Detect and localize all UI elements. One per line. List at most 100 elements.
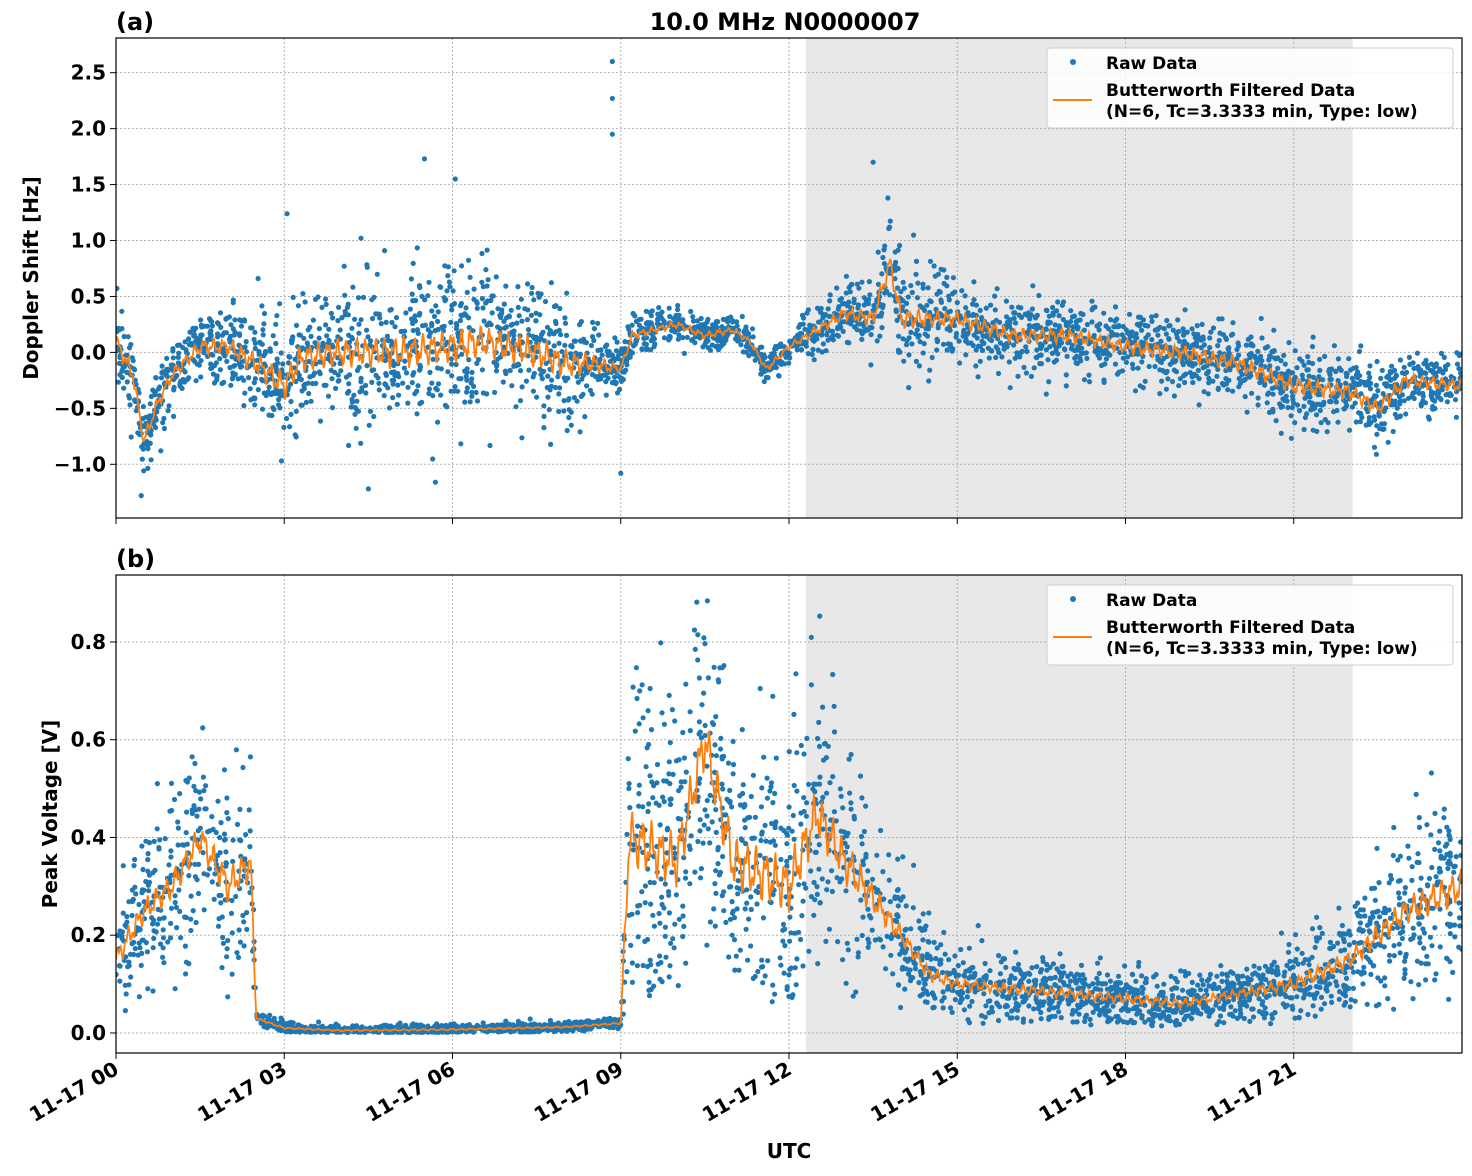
raw-point — [335, 318, 340, 323]
raw-point — [1084, 350, 1089, 355]
raw-point — [198, 358, 203, 363]
raw-point — [1285, 399, 1290, 404]
raw-point — [309, 399, 314, 404]
raw-point — [845, 941, 850, 946]
raw-point — [383, 371, 388, 376]
raw-point — [541, 403, 546, 408]
raw-point — [1164, 387, 1169, 392]
raw-point — [871, 160, 876, 165]
raw-point — [831, 337, 836, 342]
raw-point — [1068, 308, 1073, 313]
raw-point — [352, 317, 357, 322]
raw-point — [1032, 365, 1037, 370]
raw-point — [151, 389, 156, 394]
raw-point — [117, 372, 122, 377]
raw-point — [1347, 942, 1352, 947]
raw-point — [293, 432, 298, 437]
raw-point — [267, 385, 272, 390]
raw-point — [317, 336, 322, 341]
raw-point — [1166, 323, 1171, 328]
raw-point — [1319, 1007, 1324, 1012]
raw-point — [1136, 315, 1141, 320]
raw-point — [1450, 970, 1455, 975]
raw-point — [835, 875, 840, 880]
raw-point — [439, 325, 444, 330]
raw-point — [176, 887, 181, 892]
raw-point — [759, 345, 764, 350]
raw-point — [731, 739, 736, 744]
raw-point — [1357, 373, 1362, 378]
raw-point — [454, 362, 459, 367]
raw-point — [632, 313, 637, 318]
raw-point — [635, 963, 640, 968]
raw-point — [796, 325, 801, 330]
raw-point — [531, 374, 536, 379]
raw-point — [592, 326, 597, 331]
raw-point — [657, 921, 662, 926]
raw-point — [279, 458, 284, 463]
raw-point — [1259, 376, 1264, 381]
raw-point — [652, 344, 657, 349]
raw-point — [810, 337, 815, 342]
raw-point — [483, 267, 488, 272]
raw-point — [1078, 358, 1083, 363]
raw-point — [1178, 376, 1183, 381]
raw-point — [658, 640, 663, 645]
raw-point — [444, 404, 449, 409]
raw-point — [936, 272, 941, 277]
raw-point — [1259, 335, 1264, 340]
raw-point — [557, 385, 562, 390]
raw-point — [200, 725, 205, 730]
raw-point — [225, 946, 230, 951]
raw-point — [157, 393, 162, 398]
raw-point — [1207, 345, 1212, 350]
raw-point — [1431, 370, 1436, 375]
raw-point — [1023, 344, 1028, 349]
raw-point — [582, 414, 587, 419]
raw-point — [1189, 326, 1194, 331]
raw-point — [427, 370, 432, 375]
raw-point — [744, 927, 749, 932]
raw-point — [839, 794, 844, 799]
raw-point — [230, 376, 235, 381]
raw-point — [851, 994, 856, 999]
raw-point — [596, 332, 601, 337]
raw-point — [458, 441, 463, 446]
raw-point — [699, 866, 704, 871]
raw-point — [1036, 293, 1041, 298]
y-tick-label: 0.6 — [71, 728, 106, 752]
raw-point — [346, 443, 351, 448]
raw-point — [219, 381, 224, 386]
raw-point — [415, 383, 420, 388]
raw-point — [867, 292, 872, 297]
raw-point — [713, 891, 718, 896]
raw-point — [865, 937, 870, 942]
raw-point — [906, 352, 911, 357]
raw-point — [806, 782, 811, 787]
raw-point — [168, 848, 173, 853]
raw-point — [492, 390, 497, 395]
raw-point — [1397, 414, 1402, 419]
raw-point — [1044, 308, 1049, 313]
raw-point — [731, 771, 736, 776]
raw-point — [1455, 362, 1460, 367]
raw-point — [1449, 393, 1454, 398]
raw-point — [1283, 362, 1288, 367]
raw-point — [981, 334, 986, 339]
raw-point — [361, 295, 366, 300]
y-tick-label: 1.0 — [71, 229, 106, 253]
raw-point — [645, 809, 650, 814]
raw-point — [1112, 319, 1117, 324]
raw-point — [346, 381, 351, 386]
raw-point — [706, 675, 711, 680]
raw-point — [1278, 358, 1283, 363]
raw-point — [1059, 1015, 1064, 1020]
raw-point — [1072, 348, 1077, 353]
raw-point — [376, 311, 381, 316]
raw-point — [232, 332, 237, 337]
raw-point — [845, 831, 850, 836]
raw-point — [1099, 363, 1104, 368]
raw-point — [430, 393, 435, 398]
raw-point — [1346, 356, 1351, 361]
